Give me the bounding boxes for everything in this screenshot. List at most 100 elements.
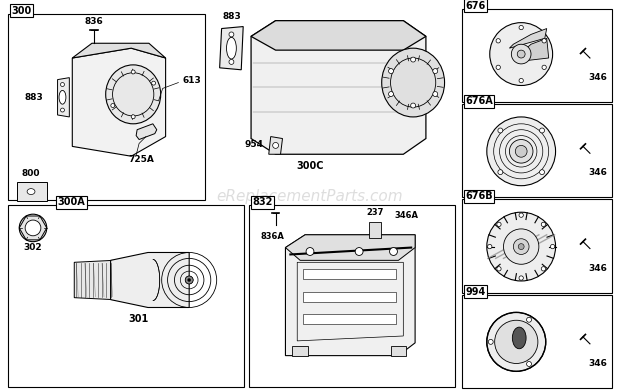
Circle shape <box>111 104 115 108</box>
Circle shape <box>519 276 523 280</box>
Polygon shape <box>268 136 283 154</box>
Circle shape <box>489 339 493 344</box>
Circle shape <box>25 220 41 236</box>
Polygon shape <box>251 21 426 154</box>
Circle shape <box>539 170 544 175</box>
Ellipse shape <box>226 37 236 59</box>
Text: 883: 883 <box>222 12 241 21</box>
Circle shape <box>131 70 135 74</box>
Ellipse shape <box>27 189 35 195</box>
Polygon shape <box>110 252 189 307</box>
Circle shape <box>495 320 538 363</box>
Circle shape <box>512 44 531 64</box>
Circle shape <box>273 142 278 148</box>
Text: 346A: 346A <box>394 211 418 220</box>
Circle shape <box>355 248 363 255</box>
Bar <box>463 199 611 293</box>
Text: 346: 346 <box>588 168 607 177</box>
Circle shape <box>541 267 546 271</box>
Text: 346: 346 <box>588 359 607 368</box>
Polygon shape <box>523 38 549 61</box>
Circle shape <box>389 248 397 255</box>
Circle shape <box>496 65 500 69</box>
Ellipse shape <box>382 48 445 117</box>
Bar <box>9 14 205 200</box>
Polygon shape <box>136 124 157 140</box>
Bar <box>303 269 396 279</box>
Polygon shape <box>73 43 166 58</box>
Circle shape <box>185 276 193 284</box>
Text: 676A: 676A <box>465 96 493 106</box>
Polygon shape <box>510 28 547 48</box>
Circle shape <box>542 65 546 69</box>
Circle shape <box>517 50 525 58</box>
Polygon shape <box>17 182 46 201</box>
Text: 300A: 300A <box>58 197 86 207</box>
Circle shape <box>61 108 64 112</box>
Polygon shape <box>73 48 166 156</box>
Polygon shape <box>292 346 308 356</box>
Text: eReplacementParts.com: eReplacementParts.com <box>216 189 404 204</box>
Polygon shape <box>285 235 415 261</box>
Circle shape <box>551 245 555 249</box>
Circle shape <box>513 239 529 254</box>
Text: 300: 300 <box>11 6 32 16</box>
Circle shape <box>510 140 533 163</box>
Circle shape <box>19 214 46 242</box>
Bar <box>249 206 455 387</box>
Polygon shape <box>285 235 415 356</box>
Text: 883: 883 <box>24 93 43 102</box>
Bar <box>463 9 611 102</box>
Circle shape <box>433 92 438 96</box>
Bar <box>463 295 611 388</box>
Circle shape <box>498 128 503 133</box>
Text: 302: 302 <box>24 243 42 252</box>
Circle shape <box>542 39 546 43</box>
Text: 237: 237 <box>366 208 384 217</box>
Text: 300C: 300C <box>296 161 324 171</box>
Circle shape <box>229 32 234 37</box>
Text: 725A: 725A <box>128 155 154 164</box>
Circle shape <box>487 312 546 371</box>
Polygon shape <box>391 346 406 356</box>
Ellipse shape <box>512 327 526 349</box>
Circle shape <box>487 117 556 186</box>
Text: 836A: 836A <box>261 232 285 241</box>
Text: 346: 346 <box>588 264 607 273</box>
Ellipse shape <box>59 90 66 104</box>
Circle shape <box>497 222 501 227</box>
Circle shape <box>518 244 524 250</box>
Circle shape <box>498 170 503 175</box>
Circle shape <box>490 23 552 85</box>
Polygon shape <box>251 21 426 50</box>
Circle shape <box>526 317 531 322</box>
Circle shape <box>487 212 556 281</box>
Circle shape <box>519 213 523 217</box>
Ellipse shape <box>105 65 161 124</box>
Text: 832: 832 <box>252 197 272 207</box>
Text: 301: 301 <box>128 314 148 324</box>
Circle shape <box>131 115 135 119</box>
Polygon shape <box>369 222 381 238</box>
Circle shape <box>496 39 500 43</box>
Bar <box>9 206 244 387</box>
Bar <box>303 314 396 324</box>
Circle shape <box>152 81 156 85</box>
Bar <box>463 104 611 197</box>
Bar <box>303 292 396 301</box>
Circle shape <box>188 278 191 282</box>
Circle shape <box>519 25 523 30</box>
Polygon shape <box>219 27 243 70</box>
Circle shape <box>539 128 544 133</box>
Circle shape <box>526 362 531 367</box>
Circle shape <box>497 267 501 271</box>
Text: 613: 613 <box>182 76 201 85</box>
Text: 836: 836 <box>84 17 104 26</box>
Circle shape <box>541 222 546 227</box>
Text: 676B: 676B <box>465 191 493 201</box>
Circle shape <box>229 59 234 64</box>
Circle shape <box>433 69 438 74</box>
Circle shape <box>410 103 415 108</box>
Polygon shape <box>74 261 113 300</box>
Text: 994: 994 <box>465 287 485 297</box>
